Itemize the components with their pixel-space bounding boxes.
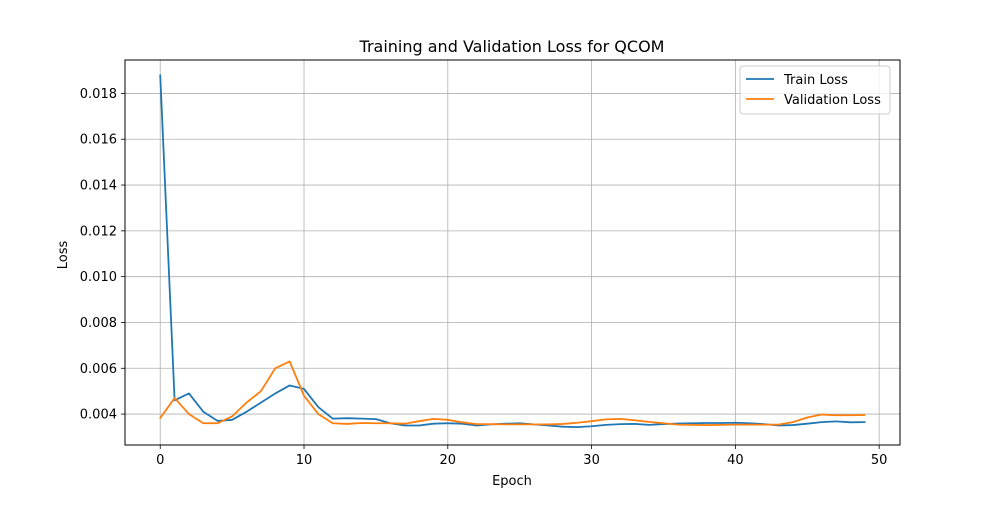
legend-label-train-loss: Train Loss xyxy=(783,73,848,88)
y-tick-label: 0.012 xyxy=(80,224,117,239)
legend-label-validation-loss: Validation Loss xyxy=(784,93,881,108)
legend: Train Loss Validation Loss xyxy=(739,65,891,115)
y-tick-label: 0.018 xyxy=(80,87,117,102)
x-tick-label: 50 xyxy=(871,453,888,468)
legend-box xyxy=(739,65,891,115)
y-tick-label: 0.010 xyxy=(80,270,117,285)
y-tick-label: 0.008 xyxy=(80,316,117,331)
x-axis: 0 10 20 30 40 50 xyxy=(156,445,887,468)
x-tick-label: 0 xyxy=(156,453,164,468)
x-tick-label: 40 xyxy=(727,453,744,468)
series-layer xyxy=(159,74,866,429)
x-tick-label: 20 xyxy=(440,453,457,468)
x-tick-label: 30 xyxy=(583,453,600,468)
y-axis: 0.004 0.006 0.008 0.010 0.012 0.014 0.016 0.018 xyxy=(80,87,125,423)
y-tick-label: 0.014 xyxy=(80,179,117,194)
y-axis-label: Loss xyxy=(56,241,71,270)
x-tick-label: 10 xyxy=(296,453,313,468)
grid-layer xyxy=(125,60,900,445)
x-axis-label: Epoch xyxy=(492,474,532,489)
chart-title: Training and Validation Loss for QCOM xyxy=(359,37,665,56)
y-tick-label: 0.004 xyxy=(80,408,117,423)
series-line-validation-loss xyxy=(159,360,866,426)
y-tick-label: 0.016 xyxy=(80,133,117,148)
y-tick-label: 0.006 xyxy=(80,362,117,377)
plot-frame xyxy=(124,59,901,446)
series-line-train-loss xyxy=(159,74,866,429)
